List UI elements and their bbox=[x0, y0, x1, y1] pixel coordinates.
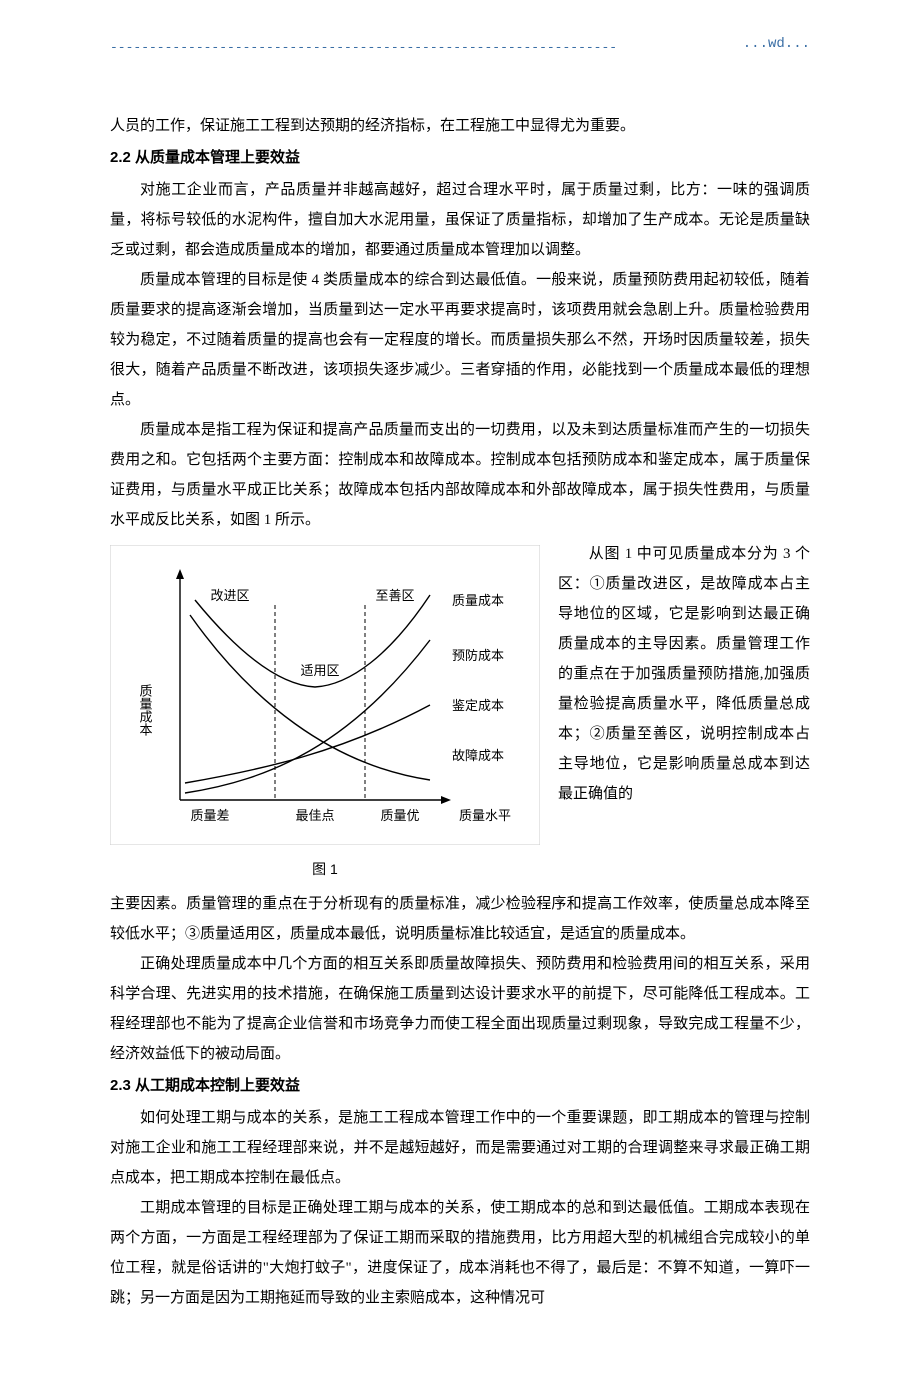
wrap-text-content: 从图 1 中可见质量成本分为 3 个区：①质量改进区，是故障成本占主导地位的区域… bbox=[558, 546, 810, 802]
header-watermark: ...wd... bbox=[743, 36, 810, 52]
svg-text:故障成本: 故障成本 bbox=[452, 748, 504, 763]
svg-text:质量成本: 质量成本 bbox=[452, 593, 504, 608]
svg-text:预防成本: 预防成本 bbox=[452, 648, 504, 663]
svg-text:质量水平: 质量水平 bbox=[459, 808, 511, 823]
quality-cost-chart: 质量成本质量差最佳点质量优质量水平改进区适用区至善区质量成本预防成本鉴定成本故障… bbox=[110, 545, 540, 845]
section-2-2-after-wrap: 主要因素。质量管理的重点在于分析现有的质量标准，减少检验程序和提高工作效率，使质… bbox=[110, 889, 810, 949]
section-2-3-title: 2.3 从工期成本控制上要效益 bbox=[110, 1071, 810, 1101]
svg-text:至善区: 至善区 bbox=[375, 588, 414, 603]
figure-1: 质量成本质量差最佳点质量优质量水平改进区适用区至善区质量成本预防成本鉴定成本故障… bbox=[110, 545, 540, 883]
svg-text:质量优: 质量优 bbox=[380, 808, 419, 823]
svg-text:适用区: 适用区 bbox=[300, 663, 339, 678]
section-2-3-p1: 如何处理工期与成本的关系，是施工工程成本管理工作中的一个重要课题，即工期成本的管… bbox=[110, 1103, 810, 1193]
section-2-2-title: 2.2 从质量成本管理上要效益 bbox=[110, 143, 810, 173]
header-divider: ----------------------------------------… bbox=[110, 40, 810, 55]
svg-text:最佳点: 最佳点 bbox=[295, 808, 334, 823]
svg-text:质量成本: 质量成本 bbox=[138, 684, 153, 736]
svg-text:改进区: 改进区 bbox=[210, 588, 249, 603]
svg-text:鉴定成本: 鉴定成本 bbox=[452, 698, 504, 713]
section-2-3-p2: 工期成本管理的目标是正确处理工期与成本的关系，使工期成本的总和到达最低值。工期成… bbox=[110, 1193, 810, 1313]
section-2-2-p2: 质量成本管理的目标是使 4 类质量成本的综合到达最低值。一般来说，质量预防费用起… bbox=[110, 265, 810, 415]
section-2-2-p3: 质量成本是指工程为保证和提高产品质量而支出的一切费用，以及未到达质量标准而产生的… bbox=[110, 415, 810, 535]
document-page: ...wd... -------------------------------… bbox=[0, 0, 920, 1373]
figure-1-caption: 图 1 bbox=[110, 855, 540, 883]
section-2-2-p5: 正确处理质量成本中几个方面的相互关系即质量故障损失、预防费用和检验费用间的相互关… bbox=[110, 949, 810, 1069]
section-2-2-p1: 对施工企业而言，产品质量并非越高越好，超过合理水平时，属于质量过剩，比方：一味的… bbox=[110, 175, 810, 265]
lead-paragraph: 人员的工作，保证施工工程到达预期的经济指标，在工程施工中显得尤为重要。 bbox=[110, 111, 810, 141]
document-body: 人员的工作，保证施工工程到达预期的经济指标，在工程施工中显得尤为重要。 2.2 … bbox=[110, 111, 810, 1313]
figure-wrap: 质量成本质量差最佳点质量优质量水平改进区适用区至善区质量成本预防成本鉴定成本故障… bbox=[110, 539, 810, 889]
svg-text:质量差: 质量差 bbox=[190, 808, 229, 823]
